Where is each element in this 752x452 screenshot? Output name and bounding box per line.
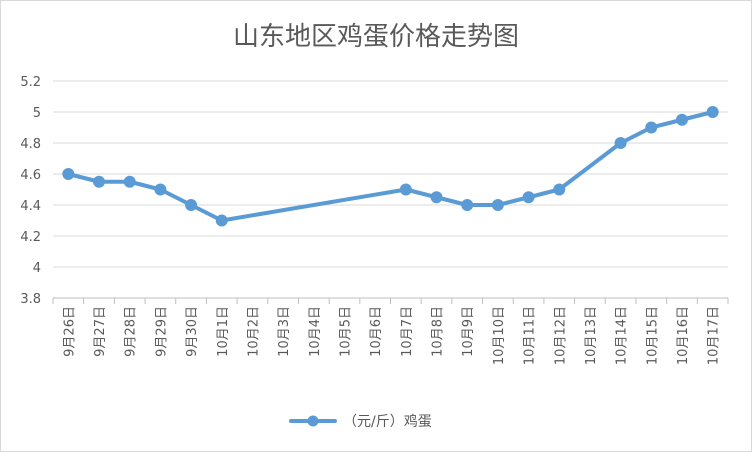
data-point (93, 175, 106, 188)
data-point (675, 113, 688, 126)
data-point (645, 121, 658, 134)
data-point (123, 175, 136, 188)
x-tick-label: 10月6日 (369, 306, 384, 357)
x-tick-label: 10月16日 (676, 306, 691, 365)
data-point (706, 106, 719, 118)
y-tick-label: 4 (33, 261, 41, 276)
x-tick-label: 9月30日 (185, 306, 200, 357)
x-tick-label: 10月2日 (246, 306, 261, 357)
y-tick-label: 4.8 (20, 137, 41, 152)
x-tick-label: 10月4日 (308, 306, 323, 357)
data-point (215, 214, 228, 227)
y-tick-label: 3.8 (20, 292, 41, 307)
y-axis: 3.8 4 4.2 4.4 4.6 4.8 5 5.2 (20, 75, 41, 307)
y-tick-label: 4.6 (20, 168, 41, 183)
x-tick-label: 10月1日 (216, 306, 231, 357)
x-tick-label: 9月29日 (154, 306, 169, 357)
x-tick-label: 10月11日 (523, 306, 538, 365)
x-tick-label: 9月28日 (124, 306, 139, 357)
data-point (185, 199, 198, 211)
legend: （元/斤）鸡蛋 (289, 413, 432, 430)
x-tick-label: 9月27日 (93, 306, 108, 357)
x-tick-label: 10月15日 (645, 306, 660, 365)
data-point (154, 183, 167, 196)
x-tick-label: 10月3日 (277, 306, 292, 357)
data-point (399, 183, 412, 196)
series-layer (62, 106, 719, 227)
data-point (614, 137, 627, 149)
series-line (66, 110, 715, 223)
x-tick-label: 10月9日 (461, 306, 476, 357)
data-point (491, 199, 504, 211)
x-tick-label: 10月12日 (553, 306, 568, 365)
y-tick-label: 5 (33, 106, 41, 121)
x-tick-label: 10月5日 (338, 306, 353, 357)
x-tick-label: 10月17日 (707, 306, 722, 365)
data-point (430, 191, 443, 204)
legend-marker (307, 415, 319, 427)
y-tick-label: 4.4 (20, 199, 41, 214)
data-point (522, 191, 535, 204)
x-tick-label: 10月8日 (431, 306, 446, 357)
data-point (553, 183, 566, 196)
data-point (62, 168, 75, 180)
y-tick-label: 4.2 (20, 230, 41, 245)
gridlines (53, 80, 728, 268)
x-tick-label: 10月14日 (615, 306, 630, 365)
x-axis: 9月26日 9月27日 9月28日 9月29日 9月30日 10月1日 10月2日 10月3日… (52, 297, 729, 365)
x-tick-label: 9月26日 (62, 306, 77, 357)
y-tick-label: 5.2 (20, 75, 41, 90)
x-tick-label: 10月7日 (400, 306, 415, 357)
chart-title: 山东地区鸡蛋价格走势图 (233, 22, 519, 52)
x-tick-label: 10月10日 (492, 306, 507, 365)
x-tick-label: 10月13日 (584, 306, 599, 365)
legend-label: （元/斤）鸡蛋 (343, 413, 432, 430)
data-point (461, 199, 474, 211)
